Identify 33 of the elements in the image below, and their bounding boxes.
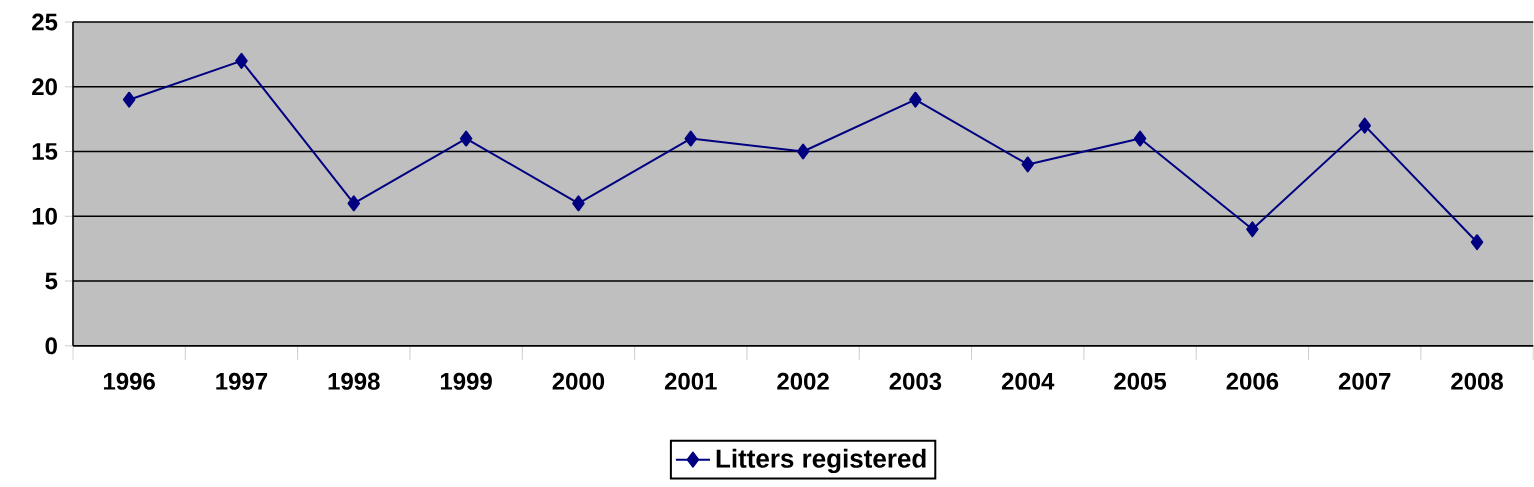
y-tick-label: 5: [45, 272, 58, 290]
x-tick-label: 1996: [103, 373, 155, 390]
point: [796, 143, 810, 160]
y-tick-label: 15: [32, 143, 58, 160]
point: [122, 91, 136, 108]
x-tick-label: 2001: [664, 373, 717, 390]
x-tick-label: 2007: [1338, 373, 1391, 390]
x-tick-label: 2004: [1001, 373, 1055, 390]
y-tick-label: 10: [32, 207, 57, 225]
x-tick-label: 1999: [440, 373, 492, 390]
point: [1470, 234, 1484, 251]
x-tick-label: 2008: [1451, 373, 1503, 390]
y-tick-label: 0: [45, 337, 57, 355]
point: [572, 195, 585, 212]
x-tick-label: 2003: [889, 373, 942, 391]
x-tick-label: 2005: [1114, 373, 1167, 390]
x-tick-label: 2002: [777, 373, 829, 390]
point: [347, 195, 361, 212]
point: [1246, 221, 1259, 238]
point: [1021, 156, 1034, 173]
y-tick-label: 20: [32, 78, 57, 96]
point: [1358, 117, 1371, 134]
point: [235, 52, 248, 69]
x-tick-label: 1997: [216, 373, 268, 390]
point: [1133, 130, 1147, 147]
x-tick-label: 2000: [552, 373, 605, 390]
x-tick-label: 1998: [328, 373, 380, 390]
legend-label: Litters registered: [716, 448, 926, 474]
point: [909, 91, 922, 108]
point: [684, 130, 698, 147]
x-tick-label: 2006: [1226, 373, 1279, 390]
point: [459, 130, 473, 147]
y-tick-label: 25: [32, 13, 58, 31]
